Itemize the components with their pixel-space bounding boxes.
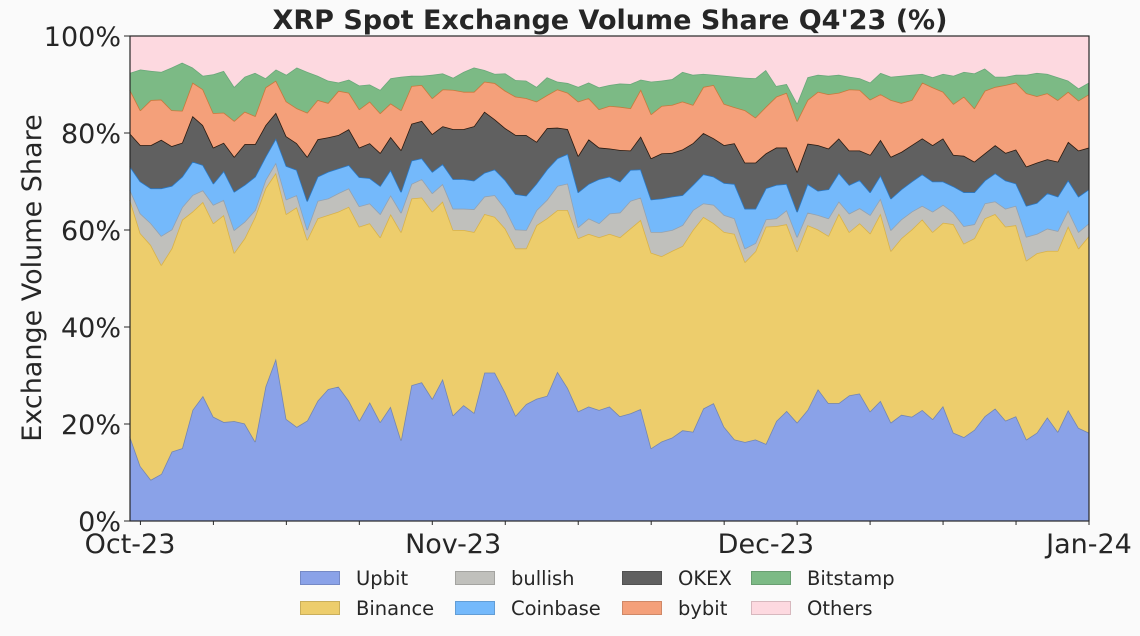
y-axis-label: Exchange Volume Share: [17, 114, 48, 441]
legend-label: OKEX: [678, 566, 732, 590]
legend-label: bybit: [678, 596, 728, 620]
legend-swatch: [751, 601, 791, 615]
legend-label: Upbit: [356, 566, 409, 590]
legend-swatch: [751, 571, 791, 585]
legend-item-binance: Binance: [300, 596, 455, 620]
legend-item-bitstamp: Bitstamp: [751, 566, 901, 590]
area-coinbase: [130, 138, 1089, 249]
legend-label: Bitstamp: [807, 566, 895, 590]
legend: Upbit bullish OKEX Bitstamp Binance Coinbase b…: [300, 566, 901, 620]
legend-item-coinbase: Coinbase: [455, 596, 622, 620]
y-tick-label: 100%: [44, 22, 121, 53]
y-tick-label: 0%: [78, 507, 121, 538]
area-upbit: [130, 358, 1089, 521]
chart-title: XRP Spot Exchange Volume Share Q4'23 (%): [273, 5, 948, 36]
x-tick-label: Jan-24: [1044, 529, 1132, 560]
x-tick-label: Oct-23: [85, 529, 176, 560]
plot-areas: [129, 36, 1090, 521]
legend-swatch: [455, 571, 495, 585]
legend-item-upbit: Upbit: [300, 566, 455, 590]
x-tick-label: Nov-23: [405, 529, 501, 560]
area-others: [130, 36, 1089, 104]
y-axis: 0% 20% 40% 60% 80% 100%: [44, 22, 130, 538]
legend-swatch: [300, 571, 340, 585]
legend-item-okex: OKEX: [622, 566, 751, 590]
area-okex: [130, 111, 1089, 212]
y-tick-label: 40%: [61, 313, 121, 344]
legend-label: bullish: [511, 566, 575, 590]
legend-swatch: [300, 601, 340, 615]
y-tick-label: 20%: [61, 410, 121, 441]
legend-label: Others: [807, 596, 873, 620]
y-tick-label: 80%: [61, 119, 121, 150]
legend-swatch: [455, 601, 495, 615]
x-tick-label: Dec-23: [718, 529, 814, 560]
legend-label: Binance: [356, 596, 435, 620]
legend-item-bullish: bullish: [455, 566, 622, 590]
area-bybit: [130, 80, 1089, 172]
legend-swatch: [622, 571, 662, 585]
legend-swatch: [622, 601, 662, 615]
area-binance: [130, 172, 1089, 480]
x-axis: Oct-23 Nov-23 Dec-23 Jan-24: [85, 521, 1132, 560]
legend-item-others: Others: [751, 596, 901, 620]
plot-frame: [129, 35, 1090, 522]
legend-label: Coinbase: [511, 596, 601, 620]
legend-item-bybit: bybit: [622, 596, 751, 620]
y-tick-label: 60%: [61, 216, 121, 247]
